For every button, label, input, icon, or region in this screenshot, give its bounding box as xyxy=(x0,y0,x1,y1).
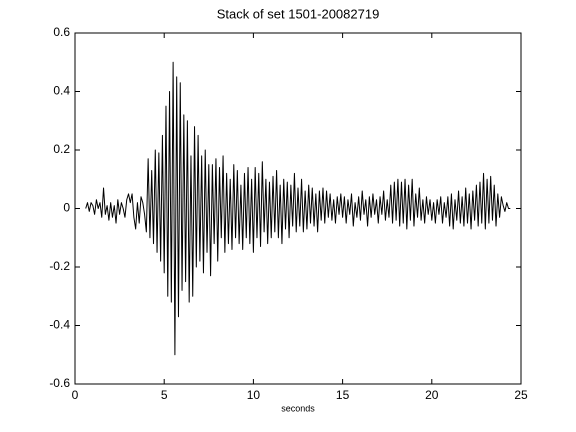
x-tick-label: 0 xyxy=(72,388,79,402)
y-tick-label: -0.2 xyxy=(49,259,70,273)
y-tick-label: 0.4 xyxy=(53,84,70,98)
chart-title: Stack of set 1501-20082719 xyxy=(217,6,380,21)
x-tick-label: 5 xyxy=(161,388,168,402)
waveform-line xyxy=(85,61,511,356)
x-tick-label: 20 xyxy=(425,388,439,402)
x-tick-label: 15 xyxy=(336,388,350,402)
x-tick-label: 10 xyxy=(247,388,261,402)
y-tick-label: -0.6 xyxy=(49,376,70,390)
y-tick-label: 0 xyxy=(63,201,70,215)
y-tick-label: -0.4 xyxy=(49,318,70,332)
x-axis-label: seconds xyxy=(281,403,315,413)
y-tick-label: 0.6 xyxy=(53,25,70,39)
x-tick-label: 25 xyxy=(514,388,528,402)
y-tick-label: 0.2 xyxy=(53,142,70,156)
